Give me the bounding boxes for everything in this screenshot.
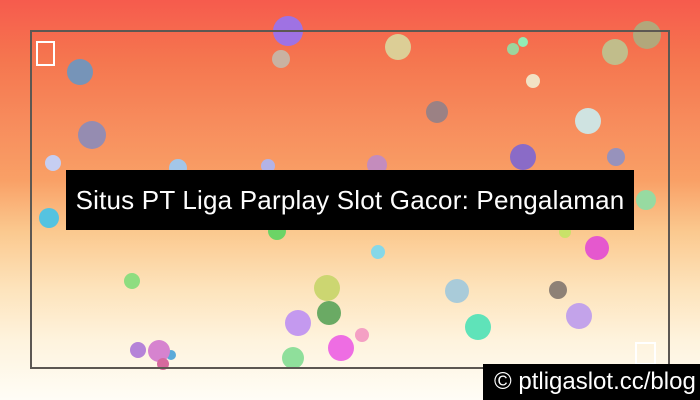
confetti-dot	[607, 148, 625, 166]
confetti-dot	[45, 155, 61, 171]
confetti-dot	[166, 350, 176, 360]
confetti-dot	[566, 303, 592, 329]
confetti-dot	[261, 159, 275, 173]
watermark-badge: © ptligaslot.cc/blog	[483, 364, 700, 400]
confetti-dot	[371, 245, 385, 259]
confetti-dot	[130, 342, 146, 358]
confetti-dot	[148, 340, 170, 362]
confetti-dot	[510, 144, 536, 170]
corner-rectangle-top-left	[36, 41, 55, 66]
confetti-dot	[124, 273, 140, 289]
confetti-dot	[633, 21, 661, 49]
confetti-dot	[602, 39, 628, 65]
frame-border	[30, 30, 670, 369]
confetti-dot	[526, 74, 540, 88]
confetti-dot	[282, 347, 304, 369]
confetti-dot	[465, 314, 491, 340]
confetti-dot	[314, 275, 340, 301]
confetti-dot	[445, 279, 469, 303]
title-banner: Situs PT Liga Parplay Slot Gacor: Pengal…	[66, 170, 634, 230]
watermark-text: © ptligaslot.cc/blog	[494, 368, 696, 395]
confetti-dot	[426, 101, 448, 123]
confetti-dot	[507, 43, 519, 55]
confetti-dot	[355, 328, 369, 342]
confetti-dot	[575, 108, 601, 134]
confetti-dot	[328, 335, 354, 361]
confetti-dot	[385, 34, 411, 60]
confetti-dot	[518, 37, 528, 47]
confetti-dot	[78, 121, 106, 149]
confetti-dot	[317, 301, 341, 325]
confetti-dot	[272, 50, 290, 68]
confetti-dot	[585, 236, 609, 260]
confetti-dot	[39, 208, 59, 228]
confetti-dot	[285, 310, 311, 336]
page-title: Situs PT Liga Parplay Slot Gacor: Pengal…	[75, 184, 625, 215]
confetti-dot	[636, 190, 656, 210]
confetti-dot	[67, 59, 93, 85]
confetti-dot	[549, 281, 567, 299]
corner-rectangle-bottom-right	[635, 342, 656, 365]
